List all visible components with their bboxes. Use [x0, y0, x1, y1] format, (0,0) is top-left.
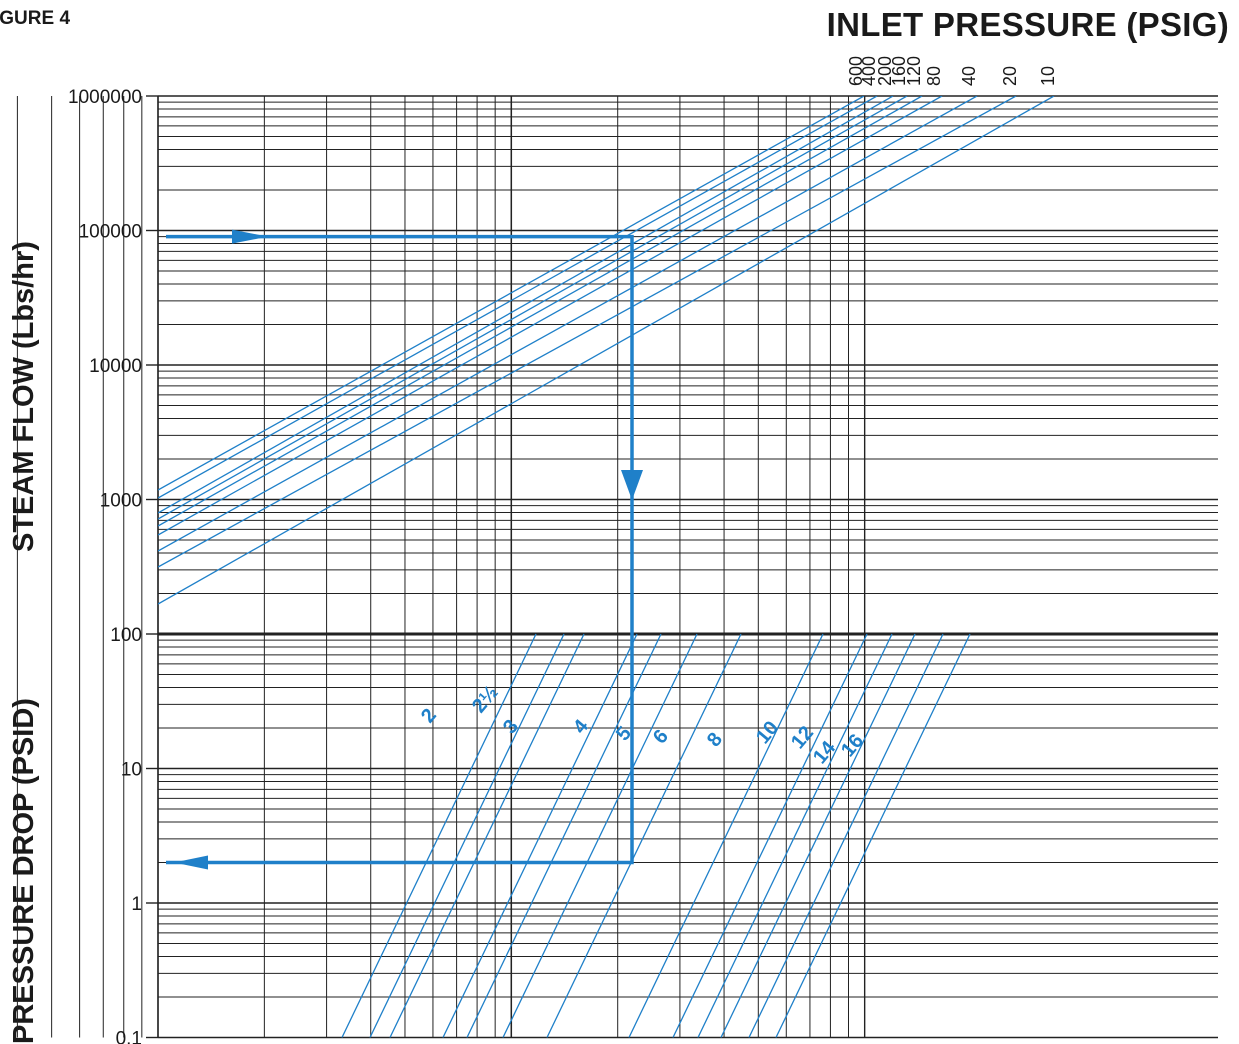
- y-tick-label: 10: [121, 760, 142, 781]
- inlet-pressure-label: 20: [1000, 66, 1020, 86]
- drop-line: [628, 633, 824, 1038]
- flow-line-200: [158, 96, 894, 514]
- flow-line-600: [158, 96, 865, 491]
- valve-size-label: 4: [569, 715, 594, 738]
- inlet-pressure-label: 160: [889, 56, 909, 86]
- inlet-pressure-label: 10: [1038, 66, 1058, 86]
- drop-line: [341, 633, 537, 1038]
- chart-curves: [158, 96, 1055, 1038]
- flow-line-40: [158, 96, 978, 552]
- y-tick-label: 1000000: [68, 87, 142, 108]
- drop-line: [442, 633, 638, 1038]
- flow-line-120: [158, 96, 923, 527]
- drop-line: [502, 633, 698, 1038]
- arrow-left: [174, 855, 208, 870]
- inlet-pressure-label: 80: [924, 66, 944, 86]
- inlet-pressure-label: 200: [875, 56, 895, 86]
- y-tick-label: 100000: [79, 222, 142, 243]
- drop-line: [748, 633, 944, 1038]
- flow-line-10: [158, 96, 1055, 605]
- y-tick-label: 1000: [100, 491, 142, 512]
- drop-line: [466, 633, 662, 1038]
- flow-line-20: [158, 96, 1017, 568]
- y-tick-label: 10000: [89, 356, 142, 377]
- arrow-down: [621, 470, 643, 500]
- inlet-pressure-label: 400: [859, 56, 879, 86]
- valve-size-label: 10: [752, 717, 783, 748]
- drop-line: [389, 633, 585, 1038]
- y-tick-label: 1: [131, 894, 142, 915]
- inlet-pressure-label: 120: [904, 56, 924, 86]
- valve-size-label: 8: [703, 729, 727, 752]
- valve-size-label: 6: [649, 726, 673, 749]
- drop-line: [720, 633, 916, 1038]
- drop-line: [672, 633, 868, 1038]
- flow-line-160: [158, 96, 908, 520]
- drop-line: [369, 633, 565, 1038]
- chart-ticks: 1000000 100000 10000 1000 100 10 1 0.1: [68, 87, 158, 1044]
- drop-line: [775, 633, 971, 1038]
- arrow-right: [232, 229, 268, 244]
- drop-line: [546, 633, 742, 1038]
- y-tick-label: 0.1: [116, 1029, 142, 1044]
- y-tick-label: 100: [110, 625, 142, 646]
- inlet-pressure-title: INLET PRESSURE (PSIG): [826, 6, 1229, 43]
- valve-size-label: 2: [417, 705, 441, 728]
- inlet-pressure-label: 600: [846, 56, 866, 86]
- example-route: [166, 234, 634, 865]
- drop-line: [697, 633, 893, 1038]
- figure-label: IGURE 4: [0, 8, 71, 29]
- valve-size-label: 16: [837, 730, 868, 761]
- example-path: [166, 229, 643, 870]
- flow-line-80: [158, 96, 943, 536]
- flow-line-400: [158, 96, 878, 499]
- inlet-pressure-label: 40: [959, 66, 979, 86]
